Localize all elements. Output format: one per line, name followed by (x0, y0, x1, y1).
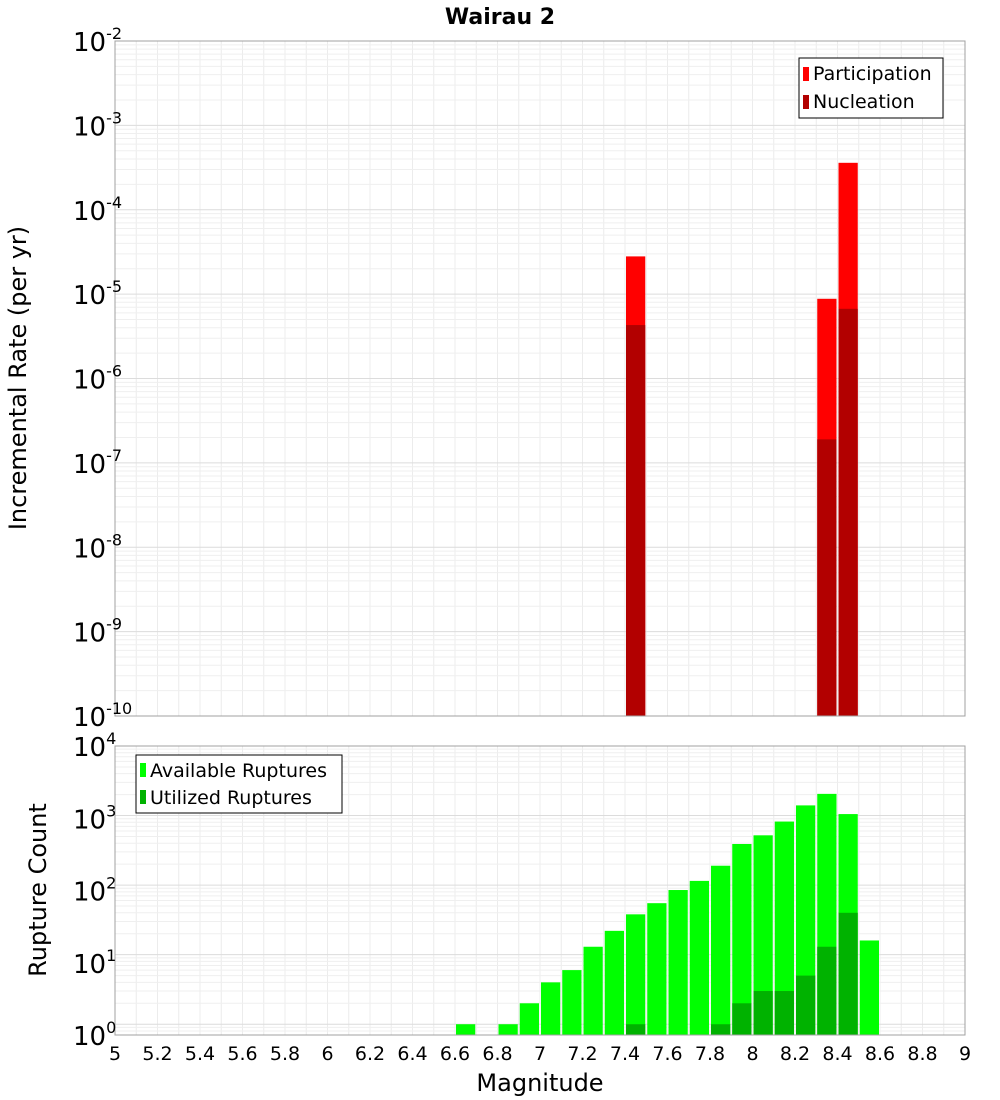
y-tick-label: 10-5 (73, 277, 122, 311)
x-tick-label: 8.8 (907, 1043, 937, 1065)
bar-utilized (817, 946, 837, 1035)
x-tick-label: 8 (746, 1043, 758, 1065)
bar-utilized (732, 1003, 752, 1035)
bar-available (583, 946, 603, 1035)
bar-available (753, 835, 773, 1035)
y-tick-label: 10-3 (73, 108, 122, 142)
x-tick-label: 6.8 (482, 1043, 512, 1065)
legend-swatch-nucleation (803, 95, 809, 109)
bar-available (562, 970, 582, 1035)
x-axis-label: Magnitude (476, 1069, 603, 1097)
x-tick-label: 8.4 (822, 1043, 852, 1065)
y-tick-label: 103 (73, 801, 116, 835)
y-tick-label: 10-10 (73, 699, 132, 733)
x-tick-label: 7.6 (652, 1043, 682, 1065)
x-tick-label: 5 (109, 1043, 121, 1065)
bar-available (647, 903, 667, 1035)
y-tick-label: 10-4 (73, 193, 122, 227)
y-tick-label: 10-7 (73, 446, 122, 480)
y-tick-label: 102 (73, 874, 116, 908)
x-tick-label: 8.6 (865, 1043, 895, 1065)
y-tick-label: 10-6 (73, 362, 122, 396)
y-tick-label: 100 (73, 1018, 116, 1052)
count-y-axis-label: Rupture Count (24, 803, 52, 977)
bar-utilized (796, 975, 816, 1035)
bar-available (732, 844, 752, 1035)
y-tick-label: 101 (73, 946, 116, 980)
count-plot-frame (114, 745, 966, 1036)
rate-plot-grid (114, 40, 966, 717)
x-tick-label: 5.4 (185, 1043, 215, 1065)
bar-available (859, 940, 879, 1035)
x-tick-label: 6.2 (355, 1043, 385, 1065)
legend-label-utilized: Utilized Ruptures (150, 787, 312, 809)
magnitude-x-ticks: 5 5.2 5.4 5.6 5.8 6 6.2 6.4 6.6 6.8 7 7.2 7.4 7.6 7.8 8… (109, 1043, 971, 1065)
bar-available (626, 914, 646, 1035)
bar-available (541, 982, 561, 1035)
y-tick-label: 10-9 (73, 615, 122, 649)
x-tick-label: 6.4 (397, 1043, 427, 1065)
rate-legend: Participation Nucleation (798, 57, 944, 119)
count-y-ticks: 104 103 102 101 100 (73, 729, 116, 1052)
x-tick-label: 7.8 (695, 1043, 725, 1065)
rate-plot: 10-2 10-3 10-4 10-5 10-6 10-7 10-8 10-9 10-10 In… (4, 24, 966, 733)
count-plot-bars (456, 793, 879, 1035)
x-tick-label: 7.2 (567, 1043, 597, 1065)
x-tick-label: 7 (534, 1043, 546, 1065)
bar-available (711, 865, 731, 1035)
legend-label-nucleation: Nucleation (813, 91, 915, 113)
x-tick-label: 8.2 (780, 1043, 810, 1065)
bar-utilized (626, 1024, 646, 1035)
y-tick-label: 10-8 (73, 530, 122, 564)
x-tick-label: 5.2 (142, 1043, 172, 1065)
bar-utilized (753, 991, 773, 1035)
rate-y-axis-label: Incremental Rate (per yr) (4, 226, 32, 530)
bar-available (668, 890, 688, 1035)
x-tick-label: 5.6 (227, 1043, 257, 1065)
bar-utilized (711, 1024, 731, 1035)
bar-available (774, 821, 794, 1035)
chart-title: Wairau 2 (445, 5, 555, 30)
count-plot: 104 103 102 101 100 5 5.2 5.4 5.6 5.8 6 6.2 6.4 6.6 6… (24, 729, 971, 1097)
legend-swatch-utilized (140, 790, 146, 804)
x-tick-label: 7.4 (610, 1043, 640, 1065)
bar-available (689, 880, 709, 1035)
rate-y-ticks: 10-2 10-3 10-4 10-5 10-6 10-7 10-8 10-9 10-10 (73, 24, 132, 733)
y-tick-label: 10-2 (73, 24, 122, 58)
legend-swatch-participation (803, 67, 809, 81)
legend-label-available: Available Ruptures (150, 760, 327, 782)
count-legend-box (135, 754, 343, 814)
bar-utilized (838, 912, 858, 1035)
bar-nucleation (838, 308, 858, 716)
rate-plot-bars (626, 162, 858, 716)
legend-swatch-available (140, 763, 146, 777)
bar-available (456, 1024, 476, 1035)
bar-available (604, 930, 624, 1035)
bar-available (498, 1024, 518, 1035)
bar-nucleation (817, 439, 837, 716)
bar-utilized (774, 991, 794, 1035)
bar-nucleation (626, 325, 646, 716)
rate-legend-box (798, 57, 944, 119)
x-tick-label: 6.6 (440, 1043, 470, 1065)
x-tick-label: 9 (959, 1043, 971, 1065)
y-tick-label: 104 (73, 729, 116, 763)
x-tick-label: 6 (321, 1043, 333, 1065)
count-legend: Available Ruptures Utilized Ruptures (135, 754, 343, 814)
legend-label-participation: Participation (813, 63, 932, 85)
bar-available (519, 1003, 539, 1035)
rate-plot-frame (114, 40, 966, 717)
x-tick-label: 5.8 (270, 1043, 300, 1065)
